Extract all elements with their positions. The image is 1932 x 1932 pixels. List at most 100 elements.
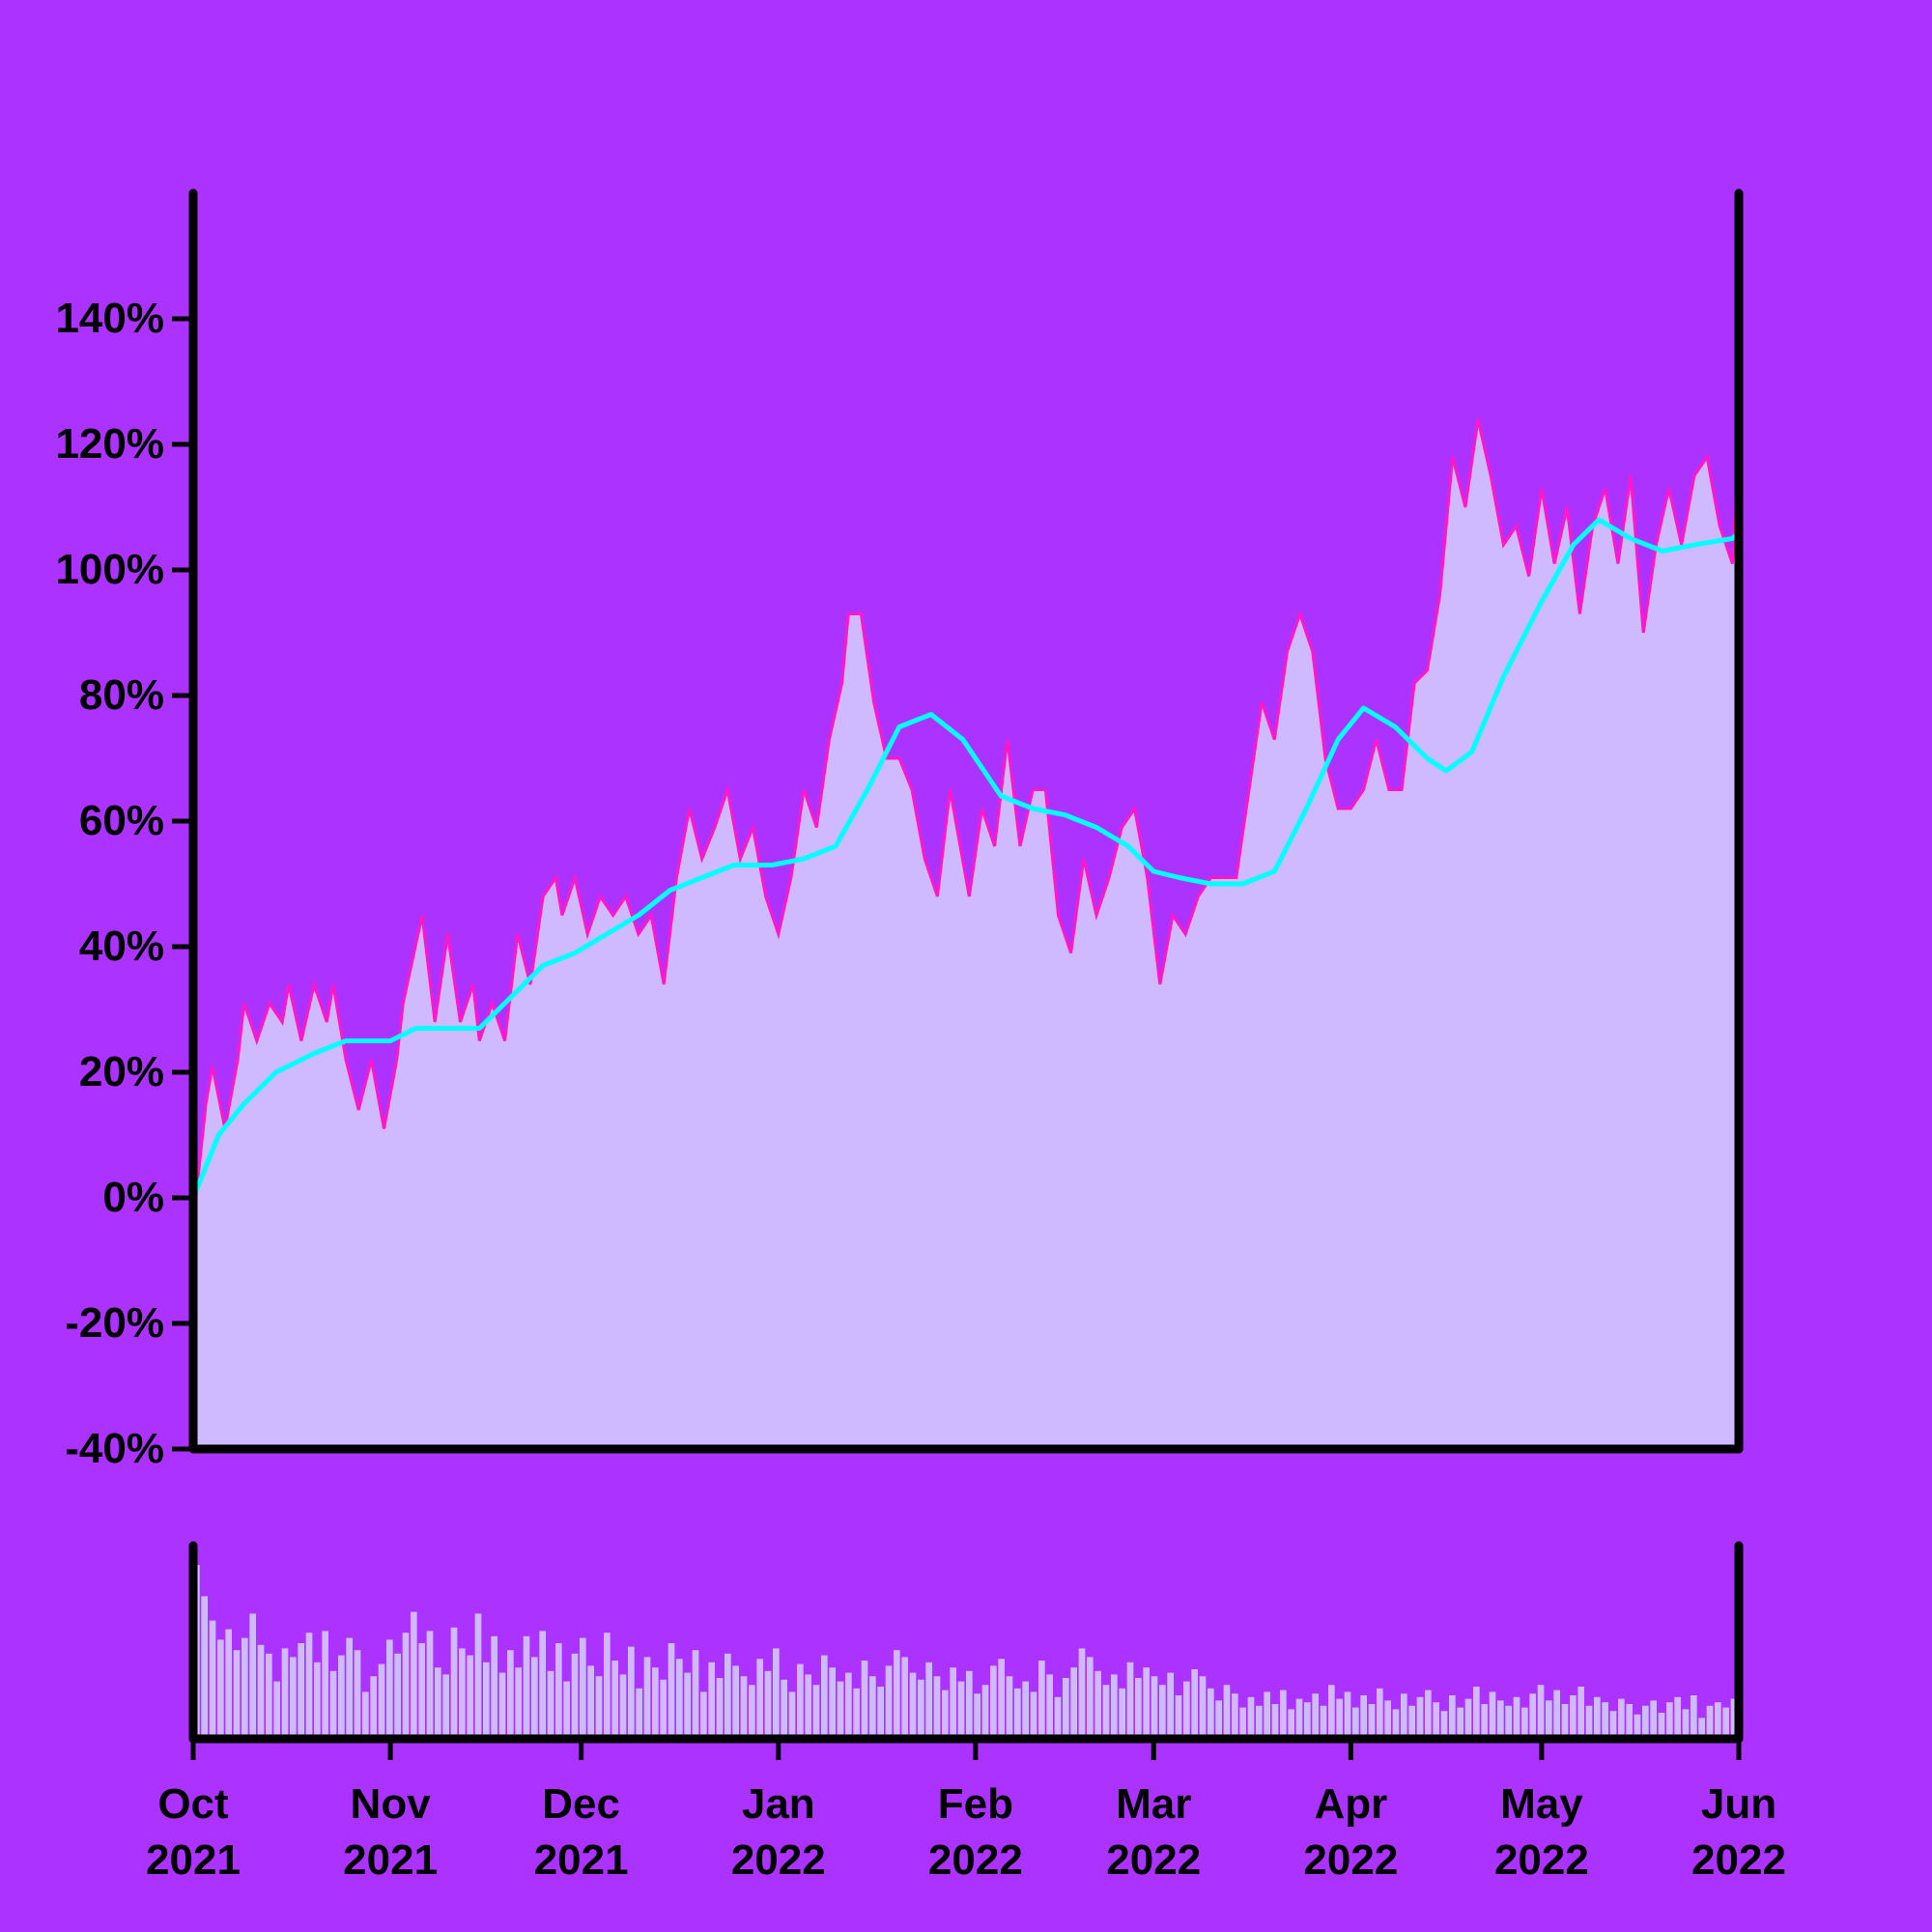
volume-bar xyxy=(1070,1667,1077,1739)
volume-bar xyxy=(894,1650,900,1739)
price-chart-panel xyxy=(190,418,1742,1449)
volume-bar xyxy=(692,1650,699,1739)
volume-bar xyxy=(1336,1698,1343,1739)
volume-bar xyxy=(329,1670,337,1739)
volume-bar xyxy=(611,1661,618,1739)
volume-bar xyxy=(1328,1685,1335,1739)
volume-bar xyxy=(459,1648,466,1739)
x-axis-ticks: Oct 2021 Nov 2021 Dec 2021 Jan 2022 Feb 2022 Mar 20… xyxy=(146,1739,1786,1884)
volume-bar xyxy=(1271,1704,1279,1739)
volume-bar xyxy=(338,1655,345,1739)
volume-bar xyxy=(1199,1676,1207,1739)
volume-bar xyxy=(1264,1691,1270,1739)
volume-bar xyxy=(1063,1678,1069,1739)
volume-bar xyxy=(1384,1700,1391,1739)
volume-bar xyxy=(1440,1711,1448,1739)
volume-bar xyxy=(1392,1709,1400,1739)
volume-bar xyxy=(1223,1685,1231,1739)
volume-bar xyxy=(1698,1718,1705,1739)
volume-bar xyxy=(1682,1709,1690,1739)
volume-bar xyxy=(1464,1698,1472,1739)
volume-bar xyxy=(1126,1662,1134,1739)
volume-bar xyxy=(1609,1711,1617,1739)
volume-bar xyxy=(273,1681,280,1739)
volume-bar xyxy=(909,1672,917,1739)
volume-bar xyxy=(386,1639,393,1739)
volume-bar xyxy=(1658,1713,1665,1739)
volume-bar xyxy=(1553,1690,1560,1739)
volume-bar xyxy=(1038,1661,1045,1739)
volume-bar xyxy=(1256,1705,1263,1739)
volume-bar xyxy=(1046,1674,1053,1739)
volume-bar xyxy=(821,1655,828,1739)
volume-bar xyxy=(370,1676,377,1739)
volume-bar xyxy=(587,1665,594,1739)
volume-bar xyxy=(225,1629,232,1739)
price-line xyxy=(191,418,1741,1224)
volume-bar xyxy=(290,1657,297,1739)
volume-bar xyxy=(298,1643,304,1739)
moving-average-line xyxy=(190,517,1742,1201)
volume-bar xyxy=(539,1631,546,1739)
volume-bar xyxy=(861,1661,868,1739)
volume-bar xyxy=(1449,1695,1456,1739)
volume-bar xyxy=(619,1674,627,1739)
y-tick-label: 80% xyxy=(79,671,164,719)
x-tick-month: Dec xyxy=(542,1780,620,1828)
volume-bar xyxy=(1312,1693,1319,1739)
volume-bar xyxy=(1537,1685,1545,1739)
volume-bar xyxy=(1167,1672,1174,1739)
x-tick-year: 2022 xyxy=(1691,1836,1786,1884)
price-area xyxy=(193,419,1739,1449)
volume-bar xyxy=(217,1639,224,1739)
volume-bar xyxy=(362,1691,369,1739)
volume-bar xyxy=(788,1691,796,1739)
volume-bar xyxy=(925,1662,932,1739)
volume-bar xyxy=(1546,1700,1552,1739)
volume-bar xyxy=(684,1672,691,1739)
volume-bar xyxy=(242,1637,248,1739)
volume-bar xyxy=(716,1678,724,1739)
volume-bar xyxy=(1377,1688,1383,1739)
volume-bar xyxy=(1642,1705,1649,1739)
y-tick-label: -20% xyxy=(65,1299,164,1347)
volume-bar xyxy=(1505,1705,1512,1739)
volume-bar xyxy=(1577,1687,1584,1739)
volume-bar xyxy=(201,1596,208,1739)
volume-bar xyxy=(724,1653,731,1739)
x-tick-month: Mar xyxy=(1116,1780,1191,1828)
volume-bar xyxy=(1594,1696,1601,1739)
volume-bar xyxy=(1634,1714,1641,1739)
volume-bar xyxy=(1497,1700,1504,1739)
y-tick-label: 60% xyxy=(79,797,164,844)
volume-bar xyxy=(595,1676,603,1739)
volume-bar xyxy=(1304,1702,1311,1739)
x-tick-year: 2022 xyxy=(1494,1836,1589,1884)
volume-bar xyxy=(346,1637,353,1739)
y-tick-label: 40% xyxy=(79,923,164,970)
x-tick-month: Jun xyxy=(1701,1780,1776,1828)
volume-bar xyxy=(1135,1678,1142,1739)
volume-bar xyxy=(402,1633,410,1739)
volume-chart-panel xyxy=(193,1565,1738,1739)
volume-bar xyxy=(853,1688,860,1739)
x-tick-year: 2022 xyxy=(1106,1836,1201,1884)
volume-bar xyxy=(1513,1696,1520,1739)
volume-bar xyxy=(1280,1690,1287,1739)
volume-bar xyxy=(756,1659,763,1739)
volume-bar xyxy=(1626,1704,1633,1739)
volume-bar xyxy=(1208,1688,1214,1739)
volume-bar xyxy=(547,1670,554,1739)
volume-bar xyxy=(474,1613,482,1739)
axes-frame xyxy=(188,188,1744,1744)
volume-bar xyxy=(442,1674,449,1739)
volume-bar xyxy=(1650,1700,1657,1739)
volume-bar xyxy=(491,1635,497,1739)
volume-bar xyxy=(1288,1709,1294,1739)
volume-bar xyxy=(322,1631,328,1739)
volume-bar xyxy=(1481,1704,1488,1739)
volume-bar xyxy=(1119,1688,1125,1739)
volume-bar xyxy=(974,1693,980,1739)
volume-bar xyxy=(676,1659,683,1739)
